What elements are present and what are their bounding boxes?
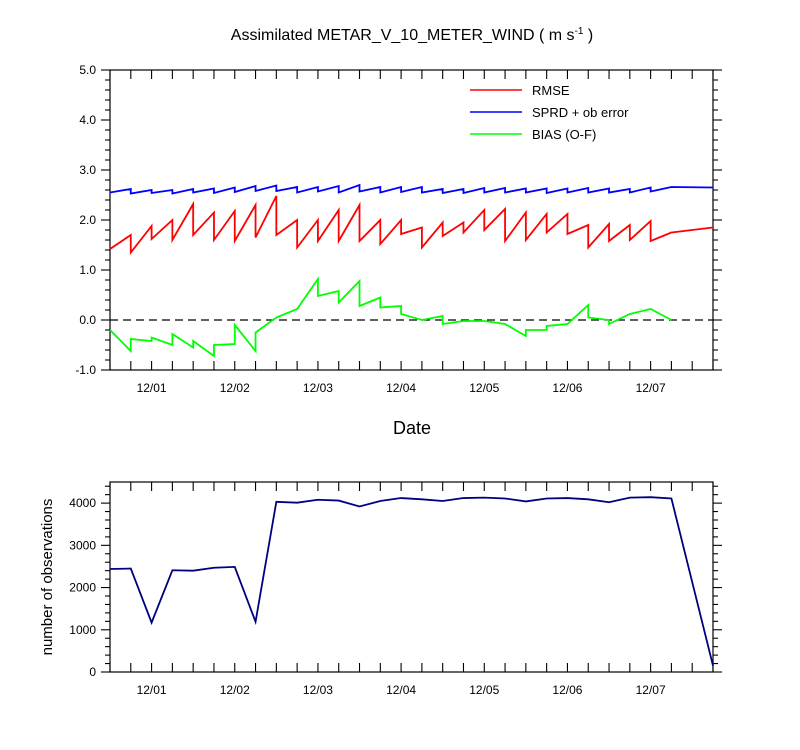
y-tick-label: 3000 [69, 538, 96, 552]
y-tick-label: 1000 [69, 623, 96, 637]
series-line-rmse [109, 195, 714, 256]
x-tick-label: 12/01 [137, 683, 167, 697]
top-chart: -1.00.01.02.03.04.05.0 12/01 12/02 12/03 12… [75, 63, 722, 438]
bottom-series [109, 496, 714, 666]
x-tick-label: 12/02 [220, 683, 250, 697]
bottom-x-tick-labels: 12/01 12/02 12/03 12/04 12/05 12/06 12/07 [137, 683, 666, 697]
bottom-y-tick-labels: 0 1000 2000 3000 4000 [69, 496, 96, 679]
y-tick-label: 2000 [69, 581, 96, 595]
y-tick-label: 4.0 [79, 113, 96, 127]
bottom-ticks [101, 482, 722, 673]
x-tick-label: 12/07 [636, 683, 666, 697]
y-tick-label: 0 [89, 665, 96, 679]
y-tick-label: 5.0 [79, 63, 96, 77]
y-tick-label: 3.0 [79, 163, 96, 177]
series-line-observations [109, 496, 714, 666]
chart-title: Assimilated METAR_V_10_METER_WIND ( m s-… [231, 26, 593, 44]
y-tick-label: 1.0 [79, 263, 96, 277]
y-axis-label: number of observations [39, 499, 56, 656]
x-tick-label: 12/01 [137, 381, 167, 395]
legend-rmse-label: RMSE [532, 83, 570, 98]
x-tick-label: 12/06 [552, 683, 582, 697]
x-tick-label: 12/03 [303, 683, 333, 697]
y-tick-label: 2.0 [79, 213, 96, 227]
top-y-tick-labels: -1.0 0.0 1.0 2.0 3.0 4.0 5.0 [75, 63, 96, 377]
y-tick-label: -1.0 [75, 363, 96, 377]
x-tick-label: 12/04 [386, 683, 416, 697]
legend-sprd-label: SPRD + ob error [532, 105, 629, 120]
series-line-bias-o-f [109, 276, 672, 358]
x-axis-label: Date [393, 418, 431, 438]
x-tick-label: 12/05 [469, 683, 499, 697]
x-tick-label: 12/03 [303, 381, 333, 395]
legend-bias-label: BIAS (O-F) [532, 127, 596, 142]
x-tick-label: 12/07 [636, 381, 666, 395]
y-tick-label: 0.0 [79, 313, 96, 327]
y-tick-label: 4000 [69, 496, 96, 510]
series-line-sprd-ob-error [109, 183, 714, 195]
x-tick-label: 12/06 [552, 381, 582, 395]
x-tick-label: 12/02 [220, 381, 250, 395]
top-x-tick-labels: 12/01 12/02 12/03 12/04 12/05 12/06 12/07 [137, 381, 666, 395]
legend: RMSE SPRD + ob error BIAS (O-F) [470, 83, 629, 142]
top-ticks [101, 69, 722, 371]
x-tick-label: 12/05 [469, 381, 499, 395]
top-series [109, 183, 714, 358]
bottom-plot-frame [109, 481, 714, 673]
x-tick-label: 12/04 [386, 381, 416, 395]
